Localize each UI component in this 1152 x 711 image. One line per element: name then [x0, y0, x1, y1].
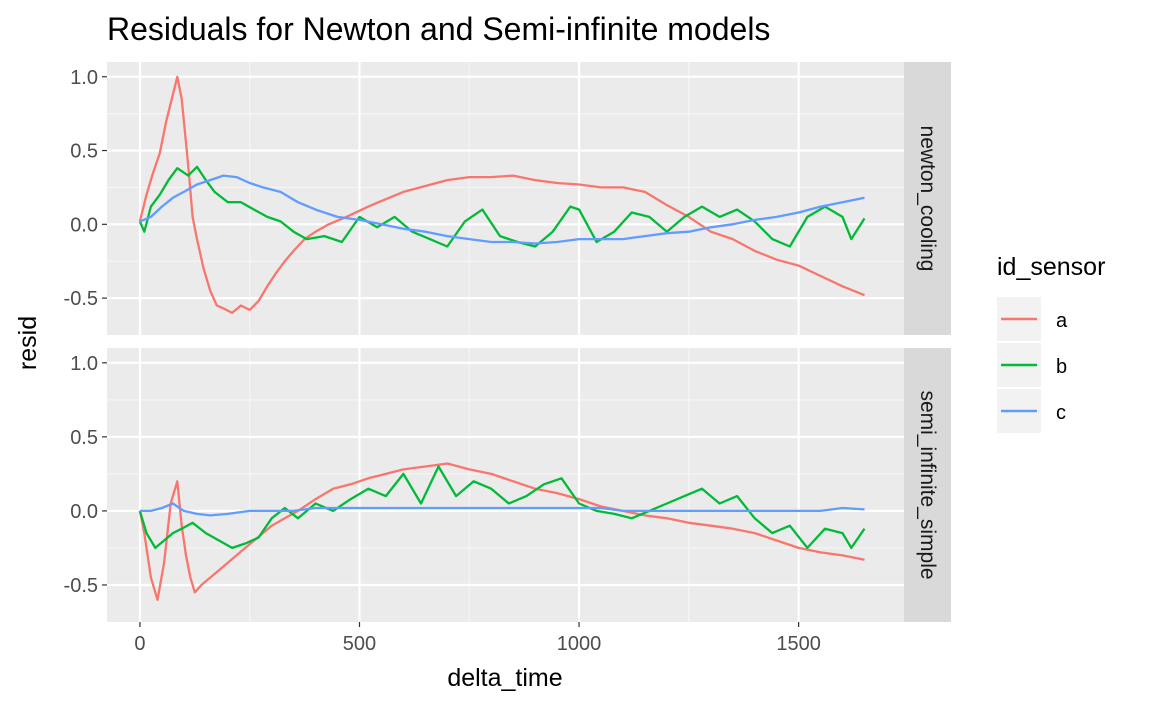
series-line-a — [138, 75, 865, 315]
facet-strip-label: semi_infinite_simple — [916, 390, 939, 579]
x-tick-label: 1500 — [776, 633, 821, 655]
panel-background — [107, 62, 904, 335]
y-tick-label: 0.5 — [70, 141, 98, 163]
legend-item-c: c — [997, 389, 1066, 433]
series-line-c — [139, 502, 865, 517]
x-tick-label: 1000 — [557, 633, 602, 655]
y-tick-label: 1.0 — [70, 67, 98, 89]
panel-background — [107, 348, 904, 622]
legend-label: a — [1056, 310, 1068, 332]
series-line-a — [138, 462, 865, 601]
facet-strip-label: newton_cooling — [916, 126, 939, 272]
legend-label: b — [1056, 356, 1067, 378]
chart-title: Residuals for Newton and Semi-infinite m… — [107, 11, 770, 47]
y-tick-label: -0.5 — [64, 288, 98, 310]
legend-label: c — [1056, 402, 1066, 424]
series-line-c — [139, 174, 865, 245]
facet-strip — [904, 62, 951, 335]
legend: id_sensor a b c — [997, 253, 1105, 433]
facet-panels: -0.5 0.0 0.5 1.0 newton_cooling -0.5 0.0 0.5 1.0… — [64, 62, 951, 655]
legend-item-a: a — [997, 297, 1068, 341]
facet-strip — [904, 348, 951, 622]
series-line-b — [138, 465, 866, 550]
x-tick-label: 0 — [134, 633, 145, 655]
y-tick-label: 0.0 — [70, 214, 98, 236]
y-tick-label: 1.0 — [70, 353, 98, 375]
facet-panel-newton-cooling: -0.5 0.0 0.5 1.0 newton_cooling — [64, 62, 951, 335]
y-tick-label: 0.5 — [70, 427, 98, 449]
x-axis-title: delta_time — [447, 664, 562, 692]
y-tick-label: -0.5 — [64, 575, 98, 597]
x-tick-label: 500 — [343, 633, 376, 655]
legend-item-b: b — [997, 343, 1067, 387]
y-tick-label: 0.0 — [70, 501, 98, 523]
legend-title: id_sensor — [997, 253, 1105, 281]
y-axis-title: resid — [14, 316, 42, 370]
facet-panel-semi-infinite-simple: -0.5 0.0 0.5 1.0 semi_infinite_simple — [64, 348, 951, 622]
